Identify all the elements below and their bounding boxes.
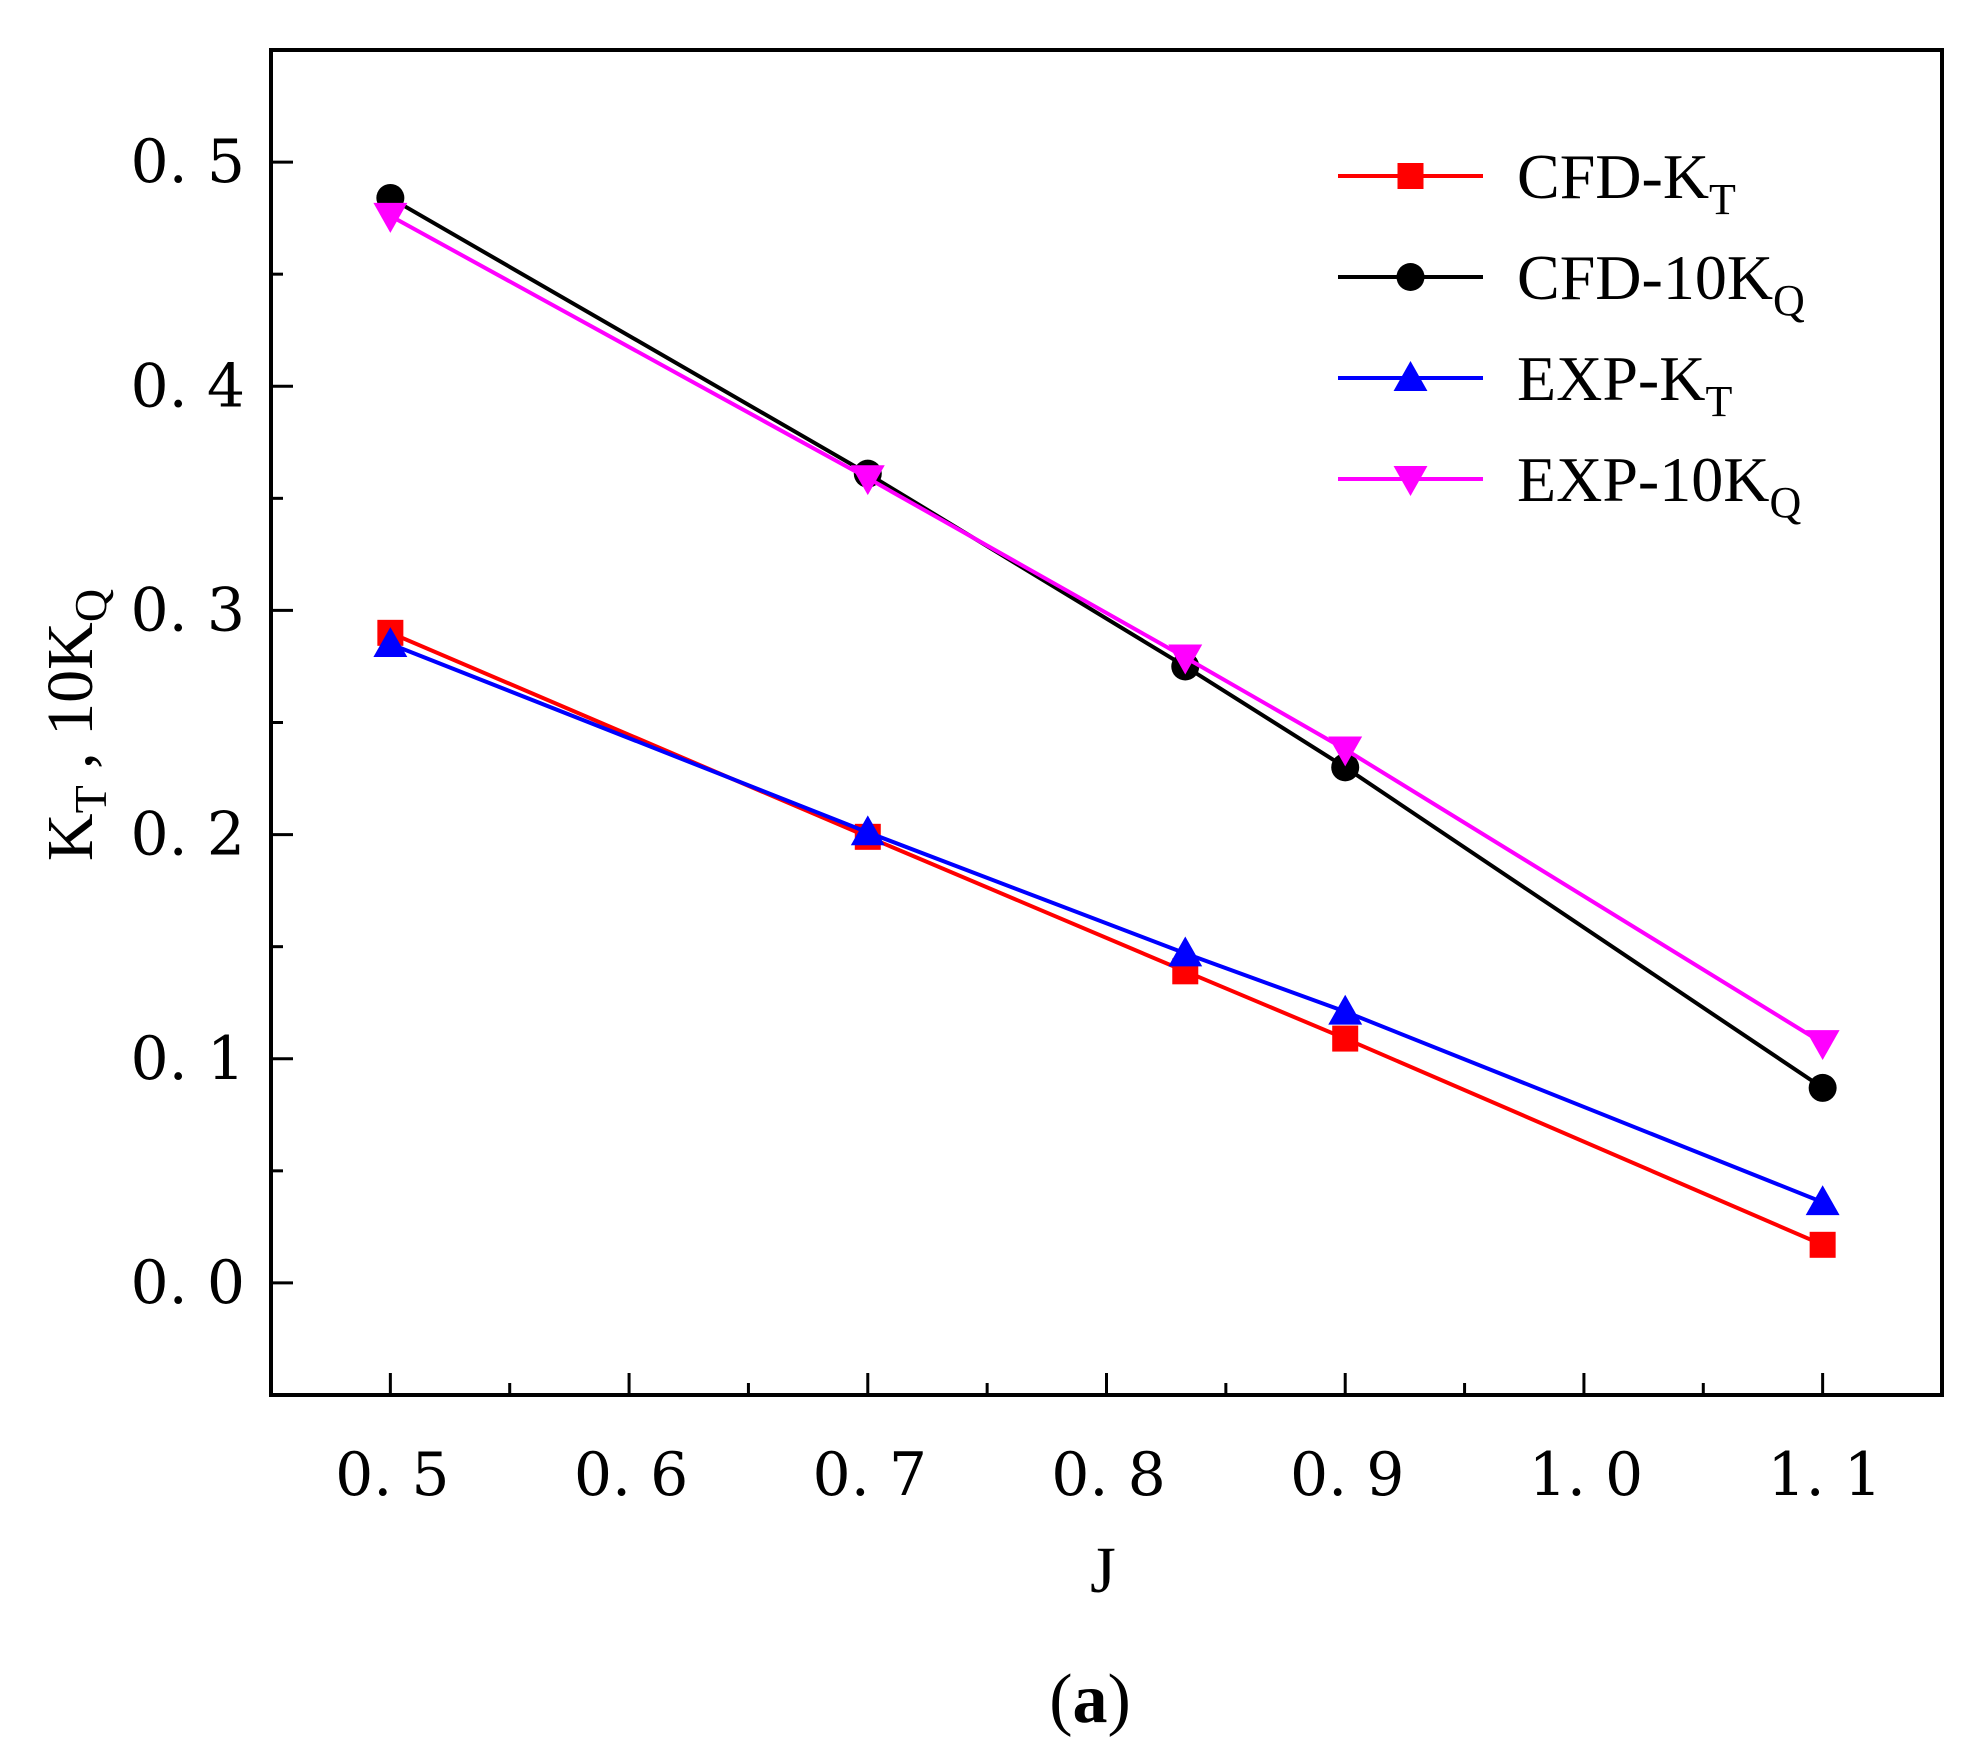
series-line bbox=[389, 196, 1824, 1090]
legend-marker bbox=[1397, 163, 1424, 189]
series-cfd-10k-q bbox=[376, 183, 1837, 1102]
data-point bbox=[1328, 994, 1363, 1025]
data-point bbox=[1332, 1025, 1359, 1052]
legend: CFD-KT CFD-10KQ EXP-KT EXP-10KQ bbox=[1338, 141, 1805, 527]
y-tick-label: 0. 0 bbox=[131, 1248, 246, 1318]
legend-label: CFD-10KQ bbox=[1517, 242, 1805, 325]
data-point bbox=[1168, 644, 1203, 675]
data-point bbox=[850, 465, 885, 496]
x-tick-label: 0. 8 bbox=[1051, 1440, 1166, 1510]
data-point bbox=[1168, 936, 1203, 967]
data-point bbox=[1805, 1185, 1840, 1216]
figure-caption: (a) bbox=[1049, 1661, 1131, 1738]
series-layer bbox=[373, 183, 1840, 1258]
y-tick-label: 0. 3 bbox=[131, 575, 246, 645]
legend-item: EXP-10KQ bbox=[1338, 444, 1801, 527]
legend-marker bbox=[1393, 361, 1428, 391]
data-point bbox=[1331, 753, 1360, 782]
y-tick-label: 0. 4 bbox=[131, 351, 246, 421]
legend-label: EXP-KT bbox=[1517, 343, 1732, 426]
series-line bbox=[389, 642, 1824, 1205]
data-point bbox=[850, 815, 885, 846]
data-point bbox=[1805, 1030, 1840, 1061]
data-point bbox=[1808, 1073, 1837, 1102]
y-tick-label: 0. 1 bbox=[131, 1024, 246, 1094]
legend-item: CFD-KT bbox=[1338, 141, 1736, 224]
series-exp-k-t bbox=[373, 627, 1840, 1216]
y-tick-label: 0. 5 bbox=[131, 127, 246, 197]
data-point bbox=[373, 202, 408, 233]
legend-marker bbox=[1396, 263, 1425, 291]
legend-item: EXP-KT bbox=[1338, 343, 1732, 426]
x-tick-label: 0. 7 bbox=[813, 1440, 928, 1510]
legend-item: CFD-10KQ bbox=[1338, 242, 1805, 325]
series-cfd-k-t bbox=[377, 619, 1836, 1258]
legend-label: EXP-10KQ bbox=[1517, 444, 1801, 527]
legend-marker bbox=[1393, 466, 1428, 496]
data-point bbox=[1328, 736, 1363, 767]
x-tick-label: 1. 0 bbox=[1529, 1440, 1644, 1510]
x-axis-title: J bbox=[1090, 1534, 1116, 1607]
series-line bbox=[389, 214, 1824, 1045]
y-axis-title: KT , 10KQ bbox=[34, 589, 116, 861]
data-point bbox=[1809, 1231, 1836, 1258]
x-tick-label: 0. 5 bbox=[335, 1440, 450, 1510]
x-tick-label: 1. 1 bbox=[1767, 1440, 1882, 1510]
x-tick-label: 0. 9 bbox=[1290, 1440, 1405, 1510]
x-tick-label: 0. 6 bbox=[574, 1440, 689, 1510]
series-exp-10k-q bbox=[373, 202, 1840, 1061]
legend-label: CFD-KT bbox=[1517, 141, 1736, 224]
axes: 0. 5 0. 6 0. 7 0. 8 0. 9 1. 0 1. 1 0. 0 0. 1 0. 2… bbox=[131, 48, 1944, 1510]
series-line bbox=[389, 630, 1824, 1247]
data-point bbox=[373, 627, 408, 657]
y-tick-label: 0. 2 bbox=[131, 800, 246, 870]
